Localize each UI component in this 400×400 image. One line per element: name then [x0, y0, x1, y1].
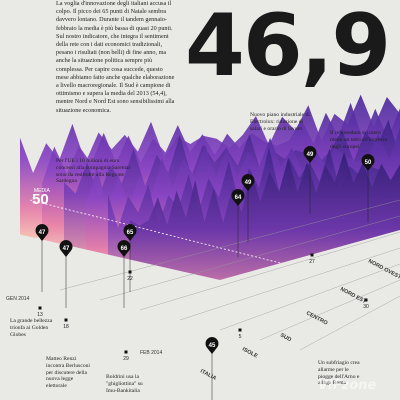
floor-gridline [179, 247, 400, 321]
floor-gridline [219, 263, 400, 331]
tick-value: 30 [363, 304, 369, 310]
pin-head [123, 224, 137, 241]
pin-head [303, 146, 317, 163]
floor-gridline [59, 199, 400, 291]
tick-square [364, 298, 368, 302]
annotation-referendum: Il referendum svizzero mette un tetto al… [330, 130, 388, 150]
floor-gridline [99, 215, 400, 301]
pin-value: 49 [245, 180, 252, 186]
tick-square [124, 350, 128, 354]
watermark: VIFzone [318, 378, 377, 393]
pin-value: 64 [235, 195, 242, 201]
event-pin: 49 [303, 146, 317, 214]
tick-square [64, 318, 68, 322]
pin-value: 65 [127, 230, 134, 236]
event-pin: 64 [231, 189, 245, 257]
annotation-subfriagio: Un subfriagio crea allarme per le piogge… [318, 360, 360, 387]
media-label: MEDIA [34, 188, 50, 194]
pin-head [361, 154, 375, 171]
event-pin: 47 [59, 240, 73, 308]
event-pin: 47 [35, 224, 49, 292]
floor-gridline [259, 279, 400, 341]
region-label: SUD [279, 332, 292, 343]
pin-head [231, 189, 245, 206]
event-pin: 50 [361, 154, 375, 222]
pin-head [35, 224, 49, 241]
date-label-gen: GEN 2014 [6, 296, 30, 302]
tick-value: 29 [123, 356, 129, 362]
annotation-renzi: Matteo Renzi incontra Berlusconi per dis… [46, 356, 90, 390]
region-label: ISOLE [241, 346, 259, 359]
event-pin: 66 [117, 240, 131, 308]
floor-gridline [139, 231, 400, 311]
pin-head [117, 240, 131, 257]
pin-value: 45 [209, 343, 216, 349]
pin-head [59, 240, 73, 257]
event-markers: 47 47 65 66 49 64 49 50 45 13 18 29 22 27 5 30 [35, 146, 375, 400]
pin-value: 47 [63, 246, 70, 252]
tick-square [310, 253, 314, 257]
event-pin: 45 [205, 337, 219, 400]
tick-value: 13 [37, 312, 43, 318]
pin-value: 66 [121, 246, 128, 252]
pin-head [241, 174, 255, 191]
annotation-boldrini: Boldrini usa la "ghigliottina" su Imu-Ba… [106, 374, 143, 394]
tick-value: 5 [239, 334, 242, 340]
region-label: ITALIA [199, 368, 217, 381]
annotation-saremar: Per l'UE i 10 milioni di euro concessi a… [56, 158, 131, 185]
date-label-feb: FEB 2014 [140, 350, 163, 356]
tick-square [238, 328, 242, 332]
tick-square [128, 270, 132, 274]
tick-value: 18 [63, 324, 69, 330]
pin-value: 50 [365, 160, 372, 166]
annotation-grande-bellezza: La grande bellezza trionfa ai Golden Glo… [10, 318, 53, 338]
floor-plane [0, 230, 400, 360]
media-value: 50 [32, 191, 49, 208]
intro-paragraph: La voglia d'innovazione degli italiani a… [56, 0, 175, 114]
annotation-electrolux: Nuovo piano industriale di Electrolux: r… [250, 112, 310, 132]
event-pin: 49 [241, 174, 255, 242]
tick-square [38, 306, 42, 310]
pin-value: 49 [307, 152, 314, 158]
pin-value: 47 [39, 230, 46, 236]
floor-gridline [299, 295, 400, 351]
tick-value: 22 [127, 276, 133, 282]
headline-value: 46,9 [185, 0, 391, 96]
tick-value: 27 [309, 259, 315, 265]
pin-head [205, 337, 219, 354]
